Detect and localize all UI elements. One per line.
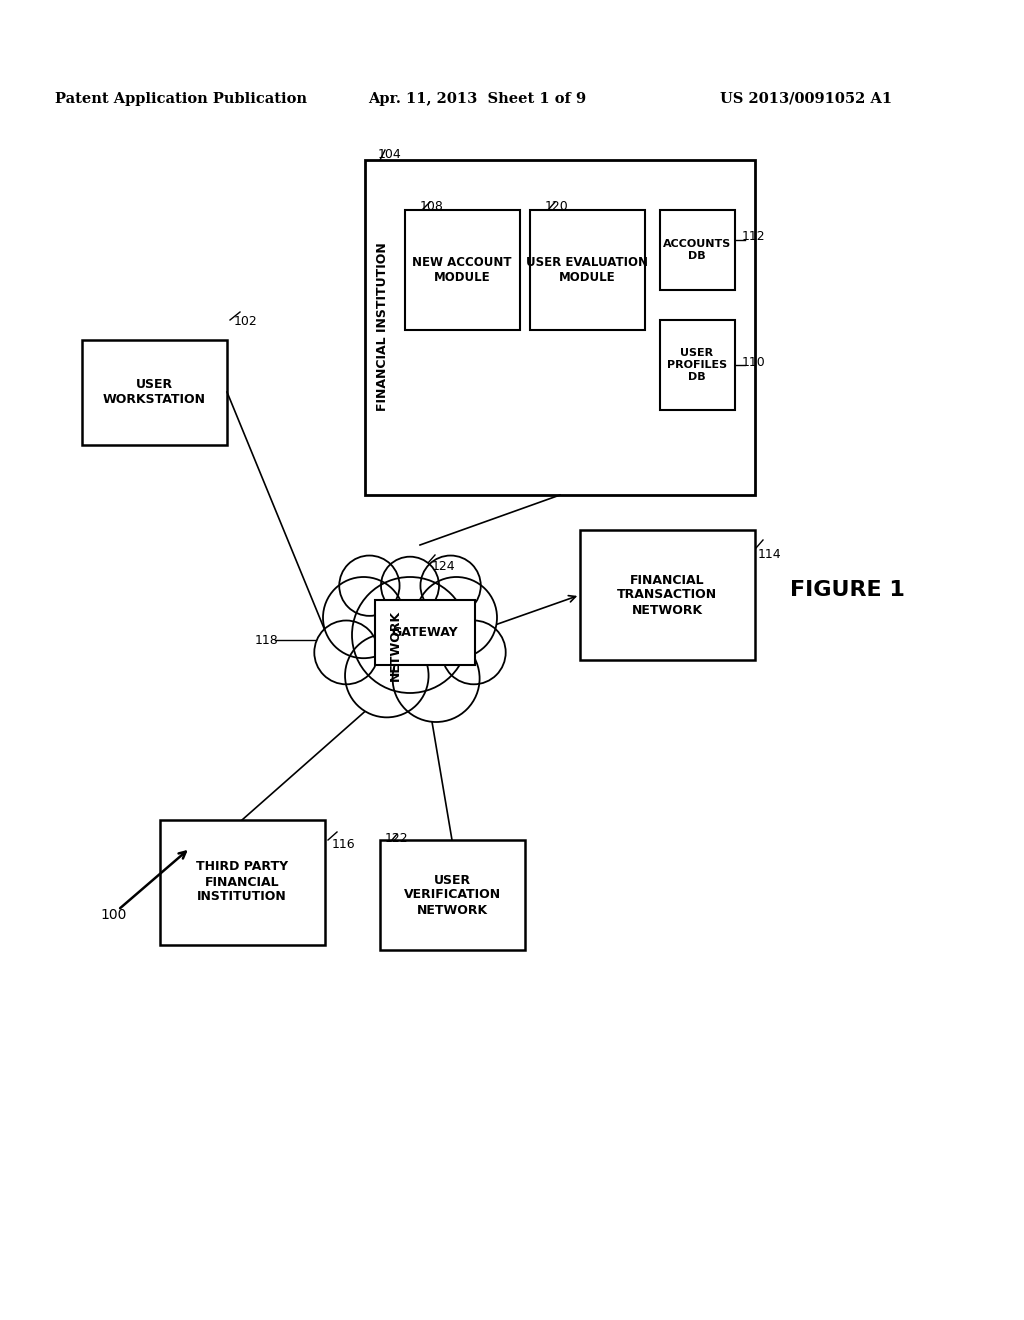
- Text: FINANCIAL INSTITUTION: FINANCIAL INSTITUTION: [377, 243, 389, 412]
- Text: FINANCIAL
TRANSACTION
NETWORK: FINANCIAL TRANSACTION NETWORK: [616, 573, 717, 616]
- Circle shape: [345, 634, 429, 717]
- Text: THIRD PARTY
FINANCIAL
INSTITUTION: THIRD PARTY FINANCIAL INSTITUTION: [196, 861, 288, 903]
- Bar: [365, 160, 755, 495]
- Text: USER
VERIFICATION
NETWORK: USER VERIFICATION NETWORK: [403, 874, 501, 916]
- Text: USER EVALUATION
MODULE: USER EVALUATION MODULE: [526, 256, 648, 284]
- Circle shape: [381, 557, 439, 615]
- Text: 110: 110: [742, 355, 766, 368]
- Text: 120: 120: [545, 201, 568, 213]
- Bar: [160, 820, 325, 945]
- Text: USER
WORKSTATION: USER WORKSTATION: [102, 378, 206, 407]
- Text: 112: 112: [742, 231, 766, 243]
- Bar: [580, 531, 755, 660]
- Circle shape: [323, 577, 404, 659]
- Circle shape: [416, 577, 497, 659]
- Text: US 2013/0091052 A1: US 2013/0091052 A1: [720, 92, 892, 106]
- Text: NETWORK: NETWORK: [388, 610, 401, 681]
- Circle shape: [442, 620, 506, 684]
- Text: 122: 122: [385, 832, 409, 845]
- Text: 104: 104: [378, 148, 401, 161]
- Text: 102: 102: [234, 315, 258, 327]
- Text: USER
PROFILES
DB: USER PROFILES DB: [667, 348, 727, 381]
- Circle shape: [339, 556, 399, 616]
- Bar: [530, 210, 645, 330]
- Text: FIGURE 1: FIGURE 1: [790, 579, 905, 601]
- Circle shape: [421, 556, 480, 616]
- Text: NEW ACCOUNT
MODULE: NEW ACCOUNT MODULE: [413, 256, 512, 284]
- Text: 118: 118: [255, 634, 279, 647]
- Circle shape: [314, 620, 378, 684]
- Bar: [380, 840, 525, 950]
- Bar: [375, 601, 475, 665]
- Bar: [660, 210, 735, 290]
- Text: 100: 100: [100, 908, 126, 921]
- Bar: [406, 210, 520, 330]
- Text: ACCOUNTS
DB: ACCOUNTS DB: [663, 239, 731, 261]
- Text: GATEWAY: GATEWAY: [392, 626, 459, 639]
- Text: Patent Application Publication: Patent Application Publication: [55, 92, 307, 106]
- Bar: [82, 341, 227, 445]
- Bar: [660, 319, 735, 411]
- Text: 114: 114: [758, 548, 781, 561]
- Circle shape: [392, 635, 479, 722]
- Text: Apr. 11, 2013  Sheet 1 of 9: Apr. 11, 2013 Sheet 1 of 9: [368, 92, 586, 106]
- Circle shape: [352, 577, 468, 693]
- Text: 108: 108: [420, 201, 443, 213]
- Text: 124: 124: [432, 560, 456, 573]
- Text: 116: 116: [332, 838, 355, 851]
